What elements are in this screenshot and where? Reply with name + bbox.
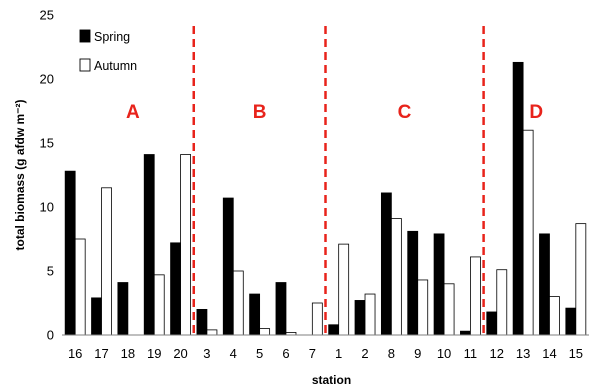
bar-spring-16 [64, 170, 76, 336]
bar-autumn-9 [417, 279, 429, 336]
x-tick-label: 18 [121, 346, 135, 361]
x-tick-label: 19 [147, 346, 161, 361]
bar-autumn-3 [206, 329, 218, 336]
bar-autumn-7 [311, 302, 323, 336]
y-tick-label: 25 [40, 8, 54, 23]
legend-label-autumn: Autumn [94, 59, 137, 73]
bar-spring-1 [328, 324, 340, 336]
bar-spring-11 [460, 330, 471, 336]
bar-spring-19 [143, 154, 155, 336]
x-tick-label: 16 [68, 346, 82, 361]
bar-autumn-15 [575, 223, 587, 336]
x-tick-label: 13 [516, 346, 530, 361]
bar-spring-15 [565, 307, 577, 336]
bars [64, 61, 587, 336]
bar-spring-18 [117, 282, 129, 336]
y-axis-title: total biomass (g afdw m⁻²) [13, 99, 27, 250]
bar-autumn-10 [443, 283, 455, 336]
bar-autumn-12 [496, 269, 508, 336]
y-tick-label: 15 [40, 136, 54, 151]
x-tick-label: 6 [282, 346, 289, 361]
y-tick-label: 10 [40, 200, 54, 215]
x-tick-labels: 16 17 18 19 20 3 4 5 6 7 1 2 8 9 10 11 12 13 14 15 [68, 346, 583, 361]
bar-spring-4 [222, 197, 234, 336]
x-tick-label: 1 [335, 346, 342, 361]
bar-spring-9 [407, 230, 419, 336]
x-tick-label: 9 [414, 346, 421, 361]
bar-autumn-19 [153, 274, 165, 336]
bar-spring-17 [91, 297, 102, 336]
bar-autumn-8 [390, 218, 402, 336]
group-label-d: D [529, 102, 543, 123]
bar-spring-13 [512, 61, 524, 336]
bar-autumn-17 [101, 187, 112, 336]
bar-autumn-13 [522, 129, 534, 336]
x-tick-label: 17 [94, 346, 108, 361]
group-label-b: B [253, 102, 267, 123]
x-axis-title: station [312, 373, 351, 387]
bar-autumn-11 [470, 256, 481, 336]
group-labels: A B C D [126, 102, 543, 123]
bar-autumn-1 [338, 243, 350, 336]
x-tick-label: 15 [569, 346, 583, 361]
bar-spring-5 [249, 293, 261, 336]
bar-spring-8 [380, 192, 392, 336]
legend-label-spring: Spring [94, 30, 130, 44]
legend-swatch-autumn [79, 58, 91, 72]
bar-autumn-16 [74, 238, 86, 336]
bar-autumn-20 [180, 154, 191, 336]
bar-spring-20 [170, 242, 181, 336]
bar-spring-2 [354, 300, 366, 336]
x-tick-label: 2 [361, 346, 368, 361]
legend-swatch-spring [79, 29, 91, 43]
bar-spring-14 [539, 233, 550, 336]
bar-autumn-14 [549, 296, 560, 336]
group-label-a: A [126, 102, 140, 123]
x-tick-label: 8 [388, 346, 395, 361]
y-tick-label: 5 [47, 264, 54, 279]
legend: Spring Autumn [79, 29, 137, 73]
x-tick-label: 3 [203, 346, 210, 361]
x-tick-label: 11 [464, 346, 478, 361]
bar-spring-3 [196, 308, 208, 336]
x-tick-label: 12 [490, 346, 504, 361]
x-tick-label: 20 [173, 346, 187, 361]
y-tick-label: 20 [40, 72, 54, 87]
x-tick-label: 7 [309, 346, 316, 361]
bar-spring-10 [433, 233, 445, 336]
bar-spring-12 [486, 311, 498, 336]
bar-spring-6 [275, 282, 287, 336]
bar-autumn-2 [364, 293, 376, 336]
x-tick-label: 10 [437, 346, 451, 361]
x-tick-label: 4 [230, 346, 237, 361]
x-tick-label: 5 [256, 346, 263, 361]
bar-autumn-5 [259, 328, 271, 336]
y-axis: 0 5 10 15 20 25 [40, 8, 54, 343]
y-tick-label: 0 [47, 328, 54, 343]
bar-autumn-4 [232, 270, 244, 336]
group-label-c: C [398, 102, 412, 123]
x-tick-label: 14 [542, 346, 556, 361]
